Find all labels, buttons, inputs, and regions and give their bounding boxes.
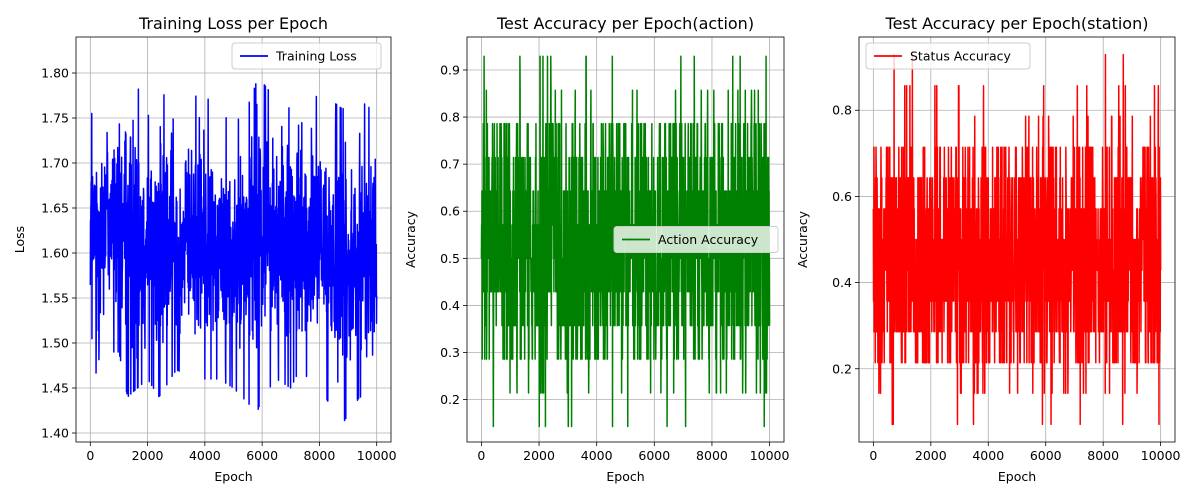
x-axis-label: Epoch: [606, 469, 644, 484]
y-axis-label: Loss: [12, 226, 27, 253]
series-line-1: [480, 55, 771, 428]
x-tick-label: 0: [869, 448, 877, 463]
x-tick-label: 0: [86, 448, 94, 463]
x-axis-label: Epoch: [214, 469, 252, 484]
y-tick-label: 0.5: [440, 251, 460, 266]
y-tick-label: 0.3: [440, 345, 460, 360]
legend-label: Training Loss: [275, 49, 357, 64]
y-tick-label: 1.60: [41, 246, 69, 261]
y-tick-label: 0.2: [832, 361, 852, 376]
y-tick-label: 0.9: [440, 62, 460, 77]
y-tick-label: 1.65: [41, 201, 69, 216]
x-tick-label: 8000: [304, 448, 336, 463]
x-tick-label: 10000: [357, 448, 397, 463]
legend: Training Loss: [231, 42, 382, 70]
x-tick-label: 10000: [1141, 448, 1181, 463]
x-tick-label: 6000: [246, 448, 278, 463]
x-tick-label: 6000: [638, 448, 670, 463]
chart-panel-2: 0 2000 4000 6000 8000 10000 0.2 0.3 0.4 0.5 0.6 0.7…: [403, 14, 790, 484]
series-line-1: [89, 83, 378, 422]
x-tick-label: 2000: [915, 448, 947, 463]
legend-box: [231, 42, 382, 70]
x-tick-label: 4000: [972, 448, 1004, 463]
x-tick-label: 6000: [1030, 448, 1062, 463]
y-tick-label: 1.55: [41, 291, 69, 306]
chart-title: Test Accuracy per Epoch(action): [496, 14, 754, 33]
legend-label: Status Accuracy: [910, 49, 1011, 64]
legend: Action Accuracy: [613, 226, 779, 253]
chart-panel-1: 0 2000 4000 6000 8000 10000 1.40 1.45 1.50 1.55 1.…: [12, 14, 397, 484]
x-tick-label: 4000: [189, 448, 221, 463]
x-axis-label: Epoch: [998, 469, 1036, 484]
y-tick-label: 1.45: [41, 381, 69, 396]
y-tick-label: 0.4: [440, 298, 460, 313]
y-tick-label: 1.40: [41, 426, 69, 441]
y-tick-label: 0.4: [832, 275, 852, 290]
y-tick-label: 1.70: [41, 156, 69, 171]
x-tick-label: 2000: [132, 448, 164, 463]
legend: Status Accuracy: [865, 42, 1031, 70]
axes-frame: [858, 36, 1176, 443]
legend-box: [613, 226, 779, 253]
y-tick-label: 1.50: [41, 336, 69, 351]
y-axis-label: Accuracy: [795, 210, 810, 268]
axes-frame: [75, 36, 392, 443]
y-tick-label: 0.6: [832, 189, 852, 204]
legend-box: [865, 42, 1031, 70]
x-tick-label: 8000: [696, 448, 728, 463]
series-line-1: [872, 53, 1162, 426]
y-axis-label: Accuracy: [403, 210, 418, 268]
x-tick-label: 4000: [581, 448, 613, 463]
x-tick-label: 0: [477, 448, 485, 463]
y-tick-label: 0.7: [440, 157, 460, 172]
y-tick-label: 1.75: [41, 111, 69, 126]
y-tick-label: 0.8: [832, 103, 852, 118]
x-tick-label: 8000: [1087, 448, 1119, 463]
x-tick-label: 10000: [750, 448, 790, 463]
y-tick-label: 0.6: [440, 204, 460, 219]
y-tick-label: 0.8: [440, 110, 460, 125]
axes-frame: [466, 36, 785, 443]
chart-title: Training Loss per Epoch: [138, 14, 328, 33]
chart-panel-3: 0 2000 4000 6000 8000 10000 0.2 0.4 0.6 0.8 Test A…: [795, 14, 1181, 484]
y-tick-label: 1.80: [41, 66, 69, 81]
legend-label: Action Accuracy: [658, 232, 759, 247]
y-tick-label: 0.2: [440, 392, 460, 407]
x-tick-label: 2000: [523, 448, 555, 463]
chart-title: Test Accuracy per Epoch(station): [885, 14, 1149, 33]
